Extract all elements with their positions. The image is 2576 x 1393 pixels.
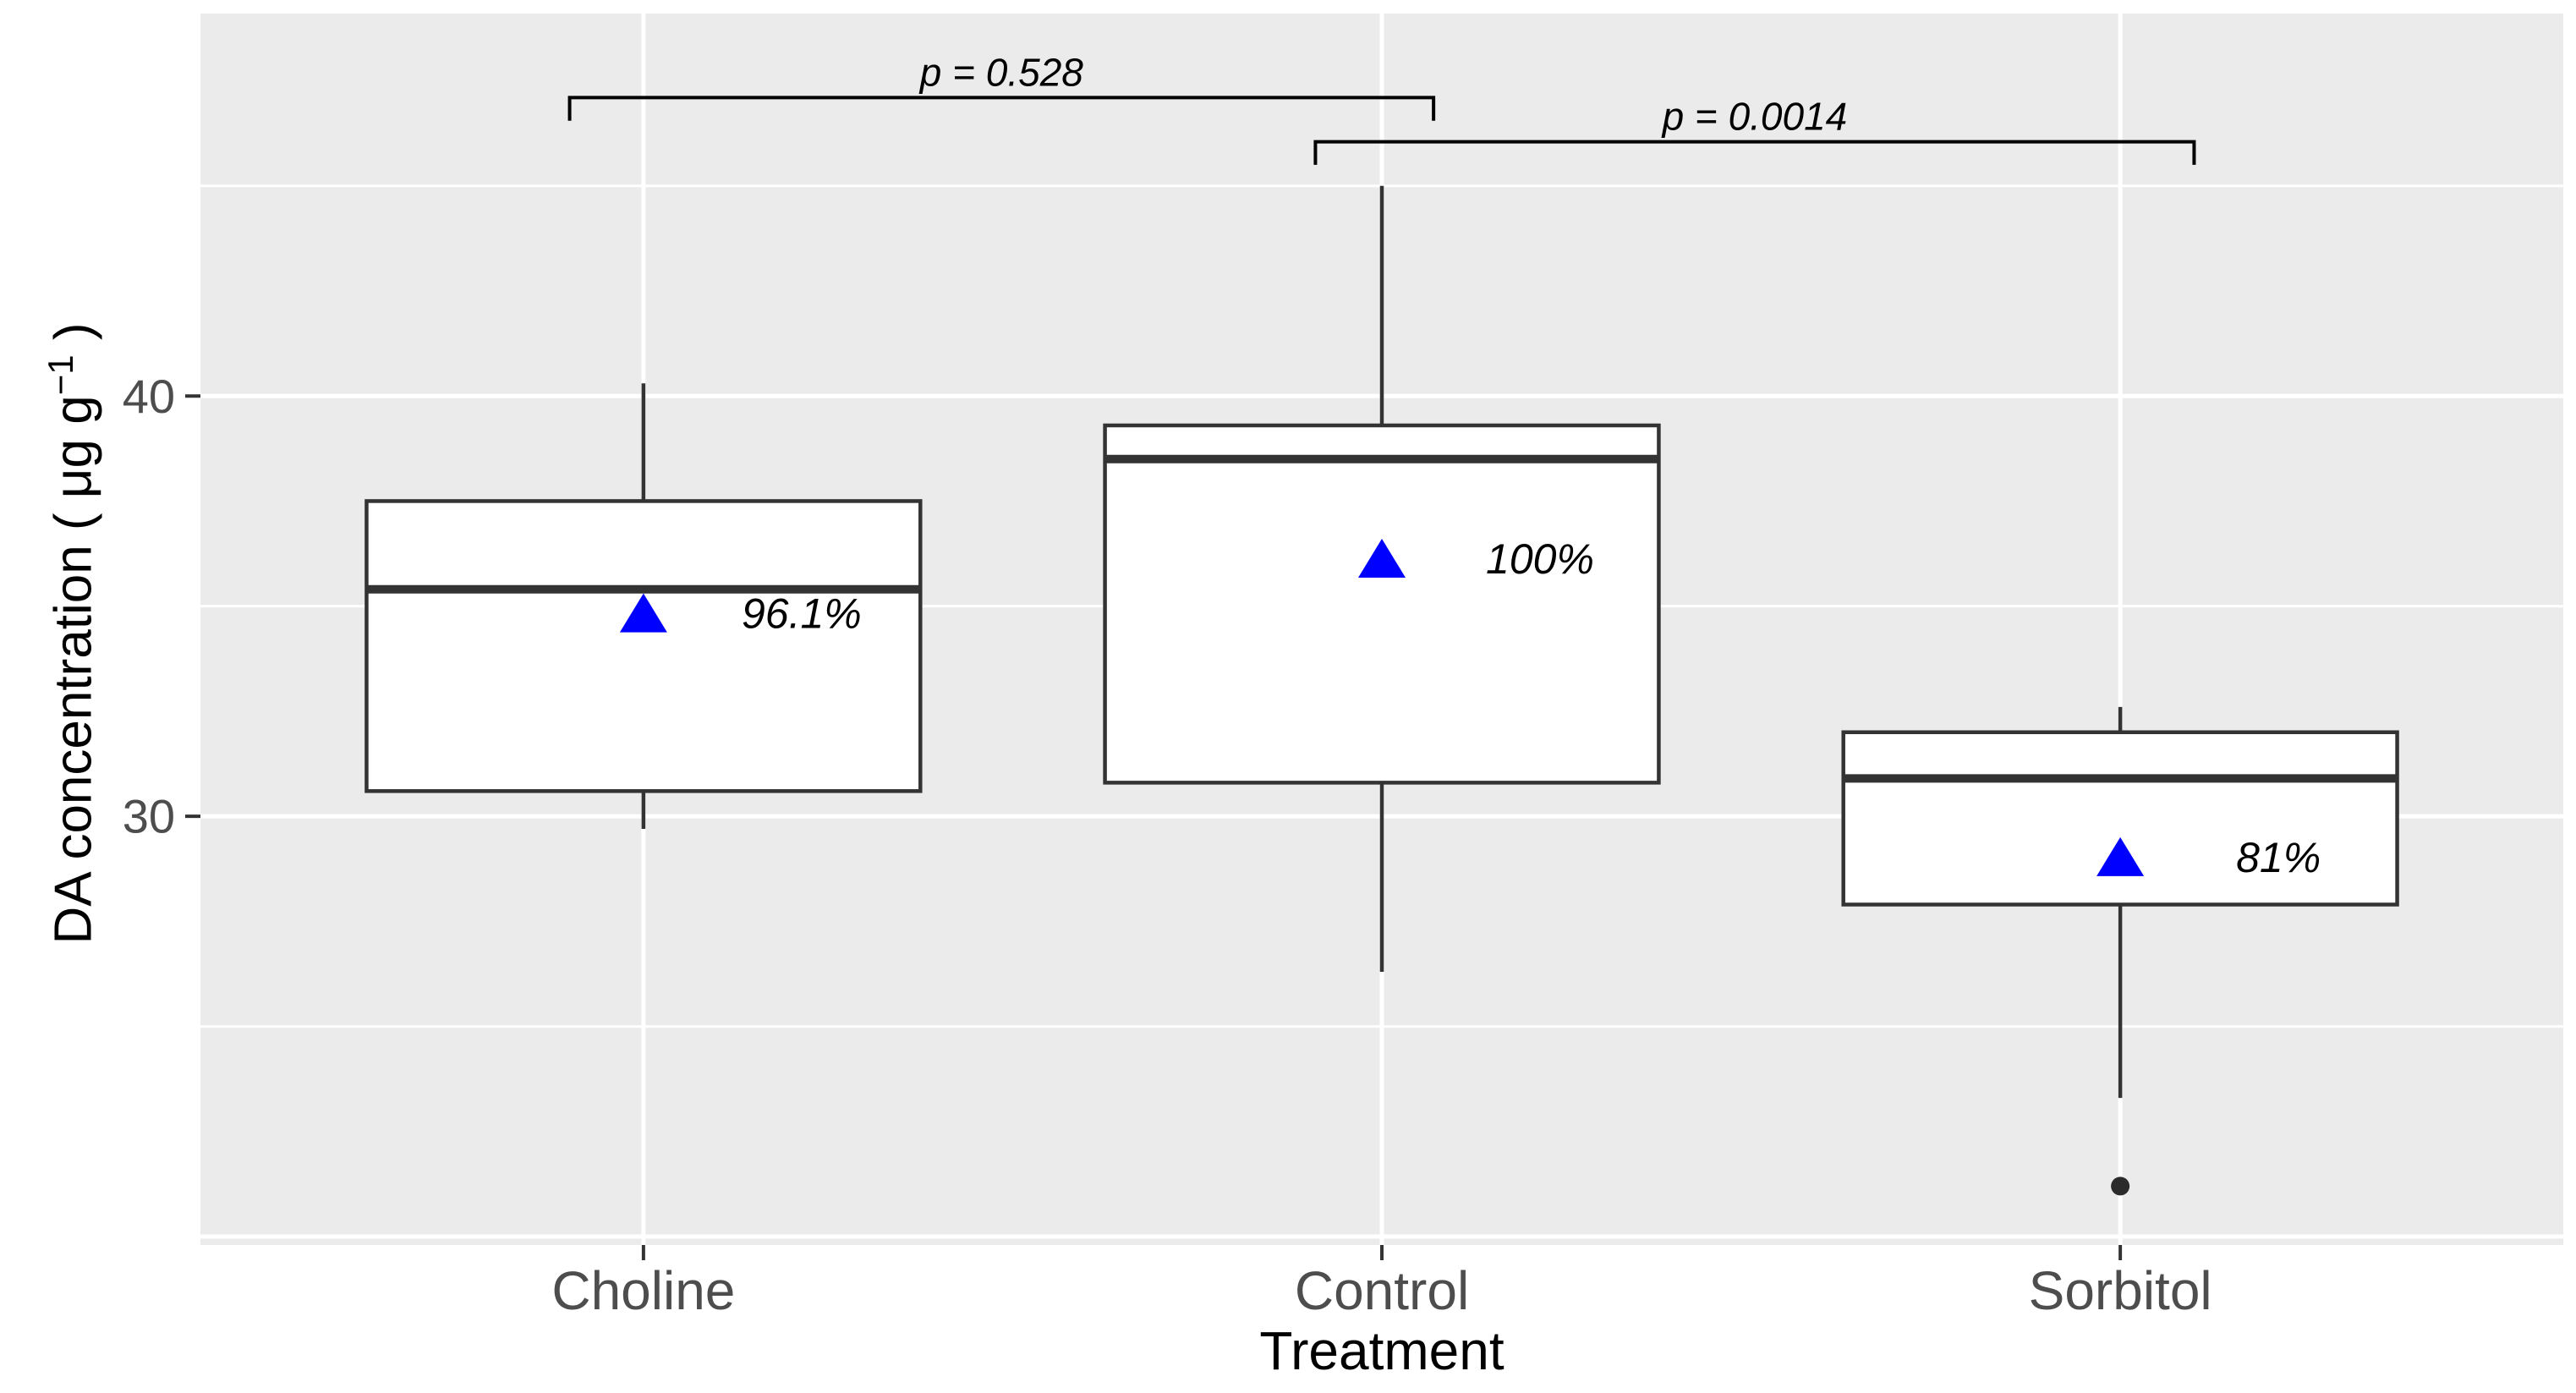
- x-axis-title: Treatment: [1259, 1320, 1504, 1381]
- significance-bracket: [1313, 140, 2196, 165]
- y-tick-label: 40: [123, 370, 175, 423]
- mean-triangle-marker: [1358, 539, 1406, 579]
- mean-triangle-marker: [2096, 836, 2145, 876]
- mean-triangle-marker: [619, 593, 667, 633]
- y-axis-title: DA concentration ( μg g−1 ): [25, 126, 103, 1141]
- box-rect: [364, 499, 923, 793]
- mean-percentage-label: 81%: [2236, 834, 2321, 881]
- y-tick-label: 30: [123, 790, 175, 843]
- x-category-label: Choline: [551, 1260, 735, 1321]
- p-value-label: p = 0.0014: [1661, 95, 1848, 139]
- outlier-point: [2111, 1176, 2130, 1196]
- x-category-label: Sorbitol: [2029, 1260, 2212, 1321]
- box-rect: [1103, 423, 1661, 785]
- mean-percentage-label: 96.1%: [742, 590, 862, 638]
- significance-bracket: [567, 96, 1436, 121]
- y-axis-title-suffix: ): [44, 322, 103, 355]
- x-category-label: Control: [1295, 1260, 1469, 1321]
- mean-percentage-label: 100%: [1486, 535, 1594, 583]
- y-axis-title-exponent: −1: [41, 354, 80, 396]
- p-value-label: p = 0.528: [918, 50, 1084, 94]
- y-axis-title-text: DA concentration ( μg g: [44, 395, 103, 945]
